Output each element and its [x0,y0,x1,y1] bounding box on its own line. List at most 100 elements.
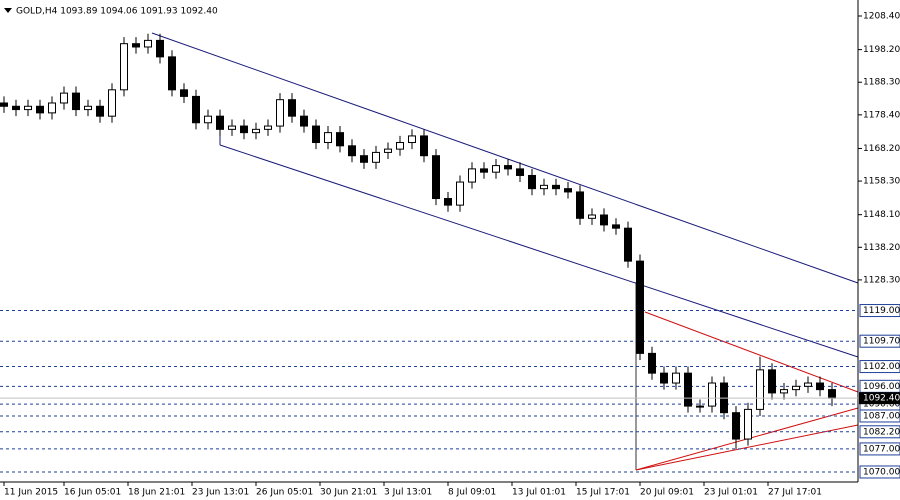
candle-body [408,135,416,144]
level-label-box [859,304,900,318]
candle-body [168,56,176,91]
x-tick-label: 8 Jul 09:01 [448,488,496,498]
candle-body [360,155,368,163]
candle-body [420,135,428,157]
candle-body [300,115,308,127]
candle-body [648,352,656,374]
level-label: 1087.00 [863,411,900,421]
x-tick-label: 23 Jul 01:01 [704,488,758,498]
level-label: 1070.00 [863,467,900,477]
candle-body [384,148,392,153]
candle-body [36,105,44,114]
level-label-box [859,425,900,439]
candle-body [228,125,236,130]
x-tick-label: 18 Jun 21:01 [128,488,185,498]
candle-body [504,165,512,170]
candle-body [432,155,440,200]
candle-body [660,372,668,384]
candle-body [588,214,596,219]
level-label-box [859,465,900,479]
x-tick-label: 27 Jul 17:01 [768,488,822,498]
candle-body [240,125,248,134]
channel-upper [151,32,859,284]
candle-body [612,224,620,229]
y-tick-label: 1158.30 [863,177,900,187]
candle-body [396,142,404,150]
candle-body [96,105,104,117]
candle-body [480,168,488,173]
y-tick-label: 1138.20 [863,243,900,253]
x-tick-label: 11 Jun 2015 [4,488,58,498]
candle-body [312,125,320,144]
candle-body [108,89,116,117]
candle-body [276,99,284,127]
y-tick-label: 1178.40 [863,110,900,120]
candle-body [624,227,632,262]
menu-arrow[interactable] [4,8,12,13]
candle-body [516,168,524,176]
candle-body [156,39,164,58]
candle-body [372,151,380,163]
candle-body [264,125,272,130]
candle-body [72,92,80,111]
candle-body [600,214,608,226]
candle-body [828,389,836,399]
candle-body [756,369,764,410]
level-label: 1077.00 [863,444,900,454]
current-price-label: 1092.40 [863,394,900,404]
candle-body [12,105,20,111]
candle-body [636,260,644,354]
x-tick-label: 20 Jul 09:01 [640,488,694,498]
candle-body [132,43,140,48]
y-tick-label: 1188.30 [863,78,900,88]
candle-body [336,132,344,147]
candle-body [816,382,824,391]
y-tick-label: 1208.40 [863,12,900,22]
candle-body [552,184,560,190]
level-label-box [859,360,900,374]
level-label: 1082.20 [863,427,900,437]
level-label: 1090.60 [863,400,900,410]
level-label-box [859,442,900,456]
current-price-box [859,392,900,405]
candle-body [528,174,536,190]
candle-body [120,43,128,91]
y-tick-label: 1198.20 [863,45,900,55]
candle-body [288,99,296,117]
channel-lower [219,144,859,358]
candle-body [684,372,692,407]
y-tick-label: 1168.20 [863,144,900,154]
candle-body [216,115,224,130]
candle-body [84,105,92,111]
x-tick-label: 30 Jun 21:01 [320,488,377,498]
x-tick-label: 23 Jun 13:01 [192,488,249,498]
candle-body [564,188,572,193]
candle-body [804,382,812,387]
candle-body [144,39,152,48]
candle-body [732,412,740,440]
level-label-box [859,409,900,423]
level-label: 1102.00 [863,362,900,372]
candle-body [576,191,584,219]
candle-body [708,382,716,407]
candle-body [444,198,452,206]
candle-body [60,92,68,104]
level-label: 1096.00 [863,382,900,392]
candle-body [540,184,548,190]
y-tick-label: 1128.30 [863,275,900,285]
candle-body [780,389,788,394]
candle-body [792,385,800,391]
chart-title: GOLD,H4 1093.89 1094.06 1091.93 1092.40 [16,7,218,17]
x-tick-label: 26 Jun 05:01 [256,488,313,498]
x-tick-label: 3 Jul 13:01 [384,488,432,498]
candle-body [492,165,500,173]
level-label-box [859,334,900,348]
candle-body [192,95,200,124]
candle-body [456,181,464,206]
candle-body [24,105,32,111]
level-label: 1119.00 [863,306,900,316]
candle-body [180,89,188,97]
x-tick-label: 15 Jul 17:01 [576,488,630,498]
drawn-objects [151,32,859,471]
